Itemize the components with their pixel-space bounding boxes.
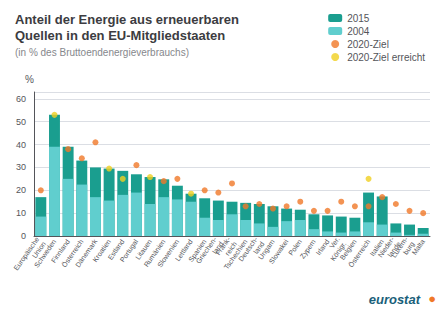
svg-text:Königr.: Königr.: [329, 240, 348, 263]
svg-text:60: 60: [16, 94, 26, 104]
svg-text:Kroatien: Kroatien: [91, 238, 112, 264]
svg-text:Malta: Malta: [410, 238, 426, 256]
svg-text:Österreich: Österreich: [60, 238, 85, 269]
svg-text:Luxem-: Luxem-: [390, 235, 410, 259]
svg-text:40: 40: [16, 140, 26, 150]
svg-text:Griechen-: Griechen-: [194, 235, 218, 265]
svg-text:Europäische: Europäische: [12, 235, 41, 272]
svg-text:50: 50: [16, 117, 26, 127]
svg-text:Ver.: Ver.: [328, 235, 341, 250]
svg-text:30: 30: [16, 162, 26, 172]
svg-text:burg: burg: [401, 240, 416, 256]
svg-text:0: 0: [21, 231, 26, 241]
svg-text:Irland: Irland: [315, 238, 331, 256]
svg-text:Ungarn: Ungarn: [256, 238, 276, 261]
svg-text:Rumänien: Rumänien: [142, 238, 167, 269]
svg-text:Deutsch-: Deutsch-: [237, 235, 259, 263]
svg-text:eurostat: eurostat: [369, 292, 421, 307]
svg-text:Italien: Italien: [368, 238, 386, 258]
svg-text:Frank-: Frank-: [214, 235, 232, 257]
svg-text:(in % des Bruttoendenergieverb: (in % des Bruttoendenergieverbrauchs): [15, 47, 189, 58]
svg-text:2020-Ziel: 2020-Ziel: [347, 39, 389, 50]
svg-text:Union: Union: [30, 240, 47, 260]
svg-text:Portugal: Portugal: [118, 238, 140, 264]
svg-text:2004: 2004: [347, 26, 370, 37]
svg-text:Finnland: Finnland: [49, 238, 71, 264]
svg-text:Österreich: Österreich: [347, 238, 372, 269]
svg-text:Slowenien: Slowenien: [156, 238, 181, 269]
svg-text:2020-Ziel erreicht: 2020-Ziel erreicht: [347, 52, 425, 63]
svg-text:Schweden: Schweden: [32, 238, 58, 269]
svg-text:Litauen: Litauen: [134, 238, 153, 261]
svg-text:Dänemark: Dänemark: [74, 238, 99, 269]
svg-text:%: %: [25, 74, 34, 85]
svg-text:Slowakei: Slowakei: [268, 238, 290, 265]
svg-text:10: 10: [16, 208, 26, 218]
svg-text:2015: 2015: [347, 13, 370, 24]
svg-text:Lettland: Lettland: [173, 238, 194, 263]
svg-text:Quellen in den EU-Mitgliedstaa: Quellen in den EU-Mitgliedstaaten: [15, 28, 225, 43]
svg-text:Belgien: Belgien: [338, 238, 358, 262]
svg-text:20: 20: [16, 185, 26, 195]
svg-text:Estland: Estland: [106, 238, 126, 262]
svg-text:Tschechien: Tschechien: [222, 238, 249, 271]
svg-text:Spanien: Spanien: [187, 238, 208, 264]
svg-text:Nieder-: Nieder-: [376, 235, 396, 259]
svg-text:Polen: Polen: [287, 238, 304, 257]
svg-text:Zypern: Zypern: [299, 238, 318, 261]
svg-text:Anteil der Energie aus erneuer: Anteil der Energie aus erneuerbaren: [15, 12, 239, 27]
svg-text:●: ●: [428, 291, 436, 306]
svg-text:reich: reich: [223, 240, 239, 257]
svg-text:land: land: [252, 240, 266, 256]
